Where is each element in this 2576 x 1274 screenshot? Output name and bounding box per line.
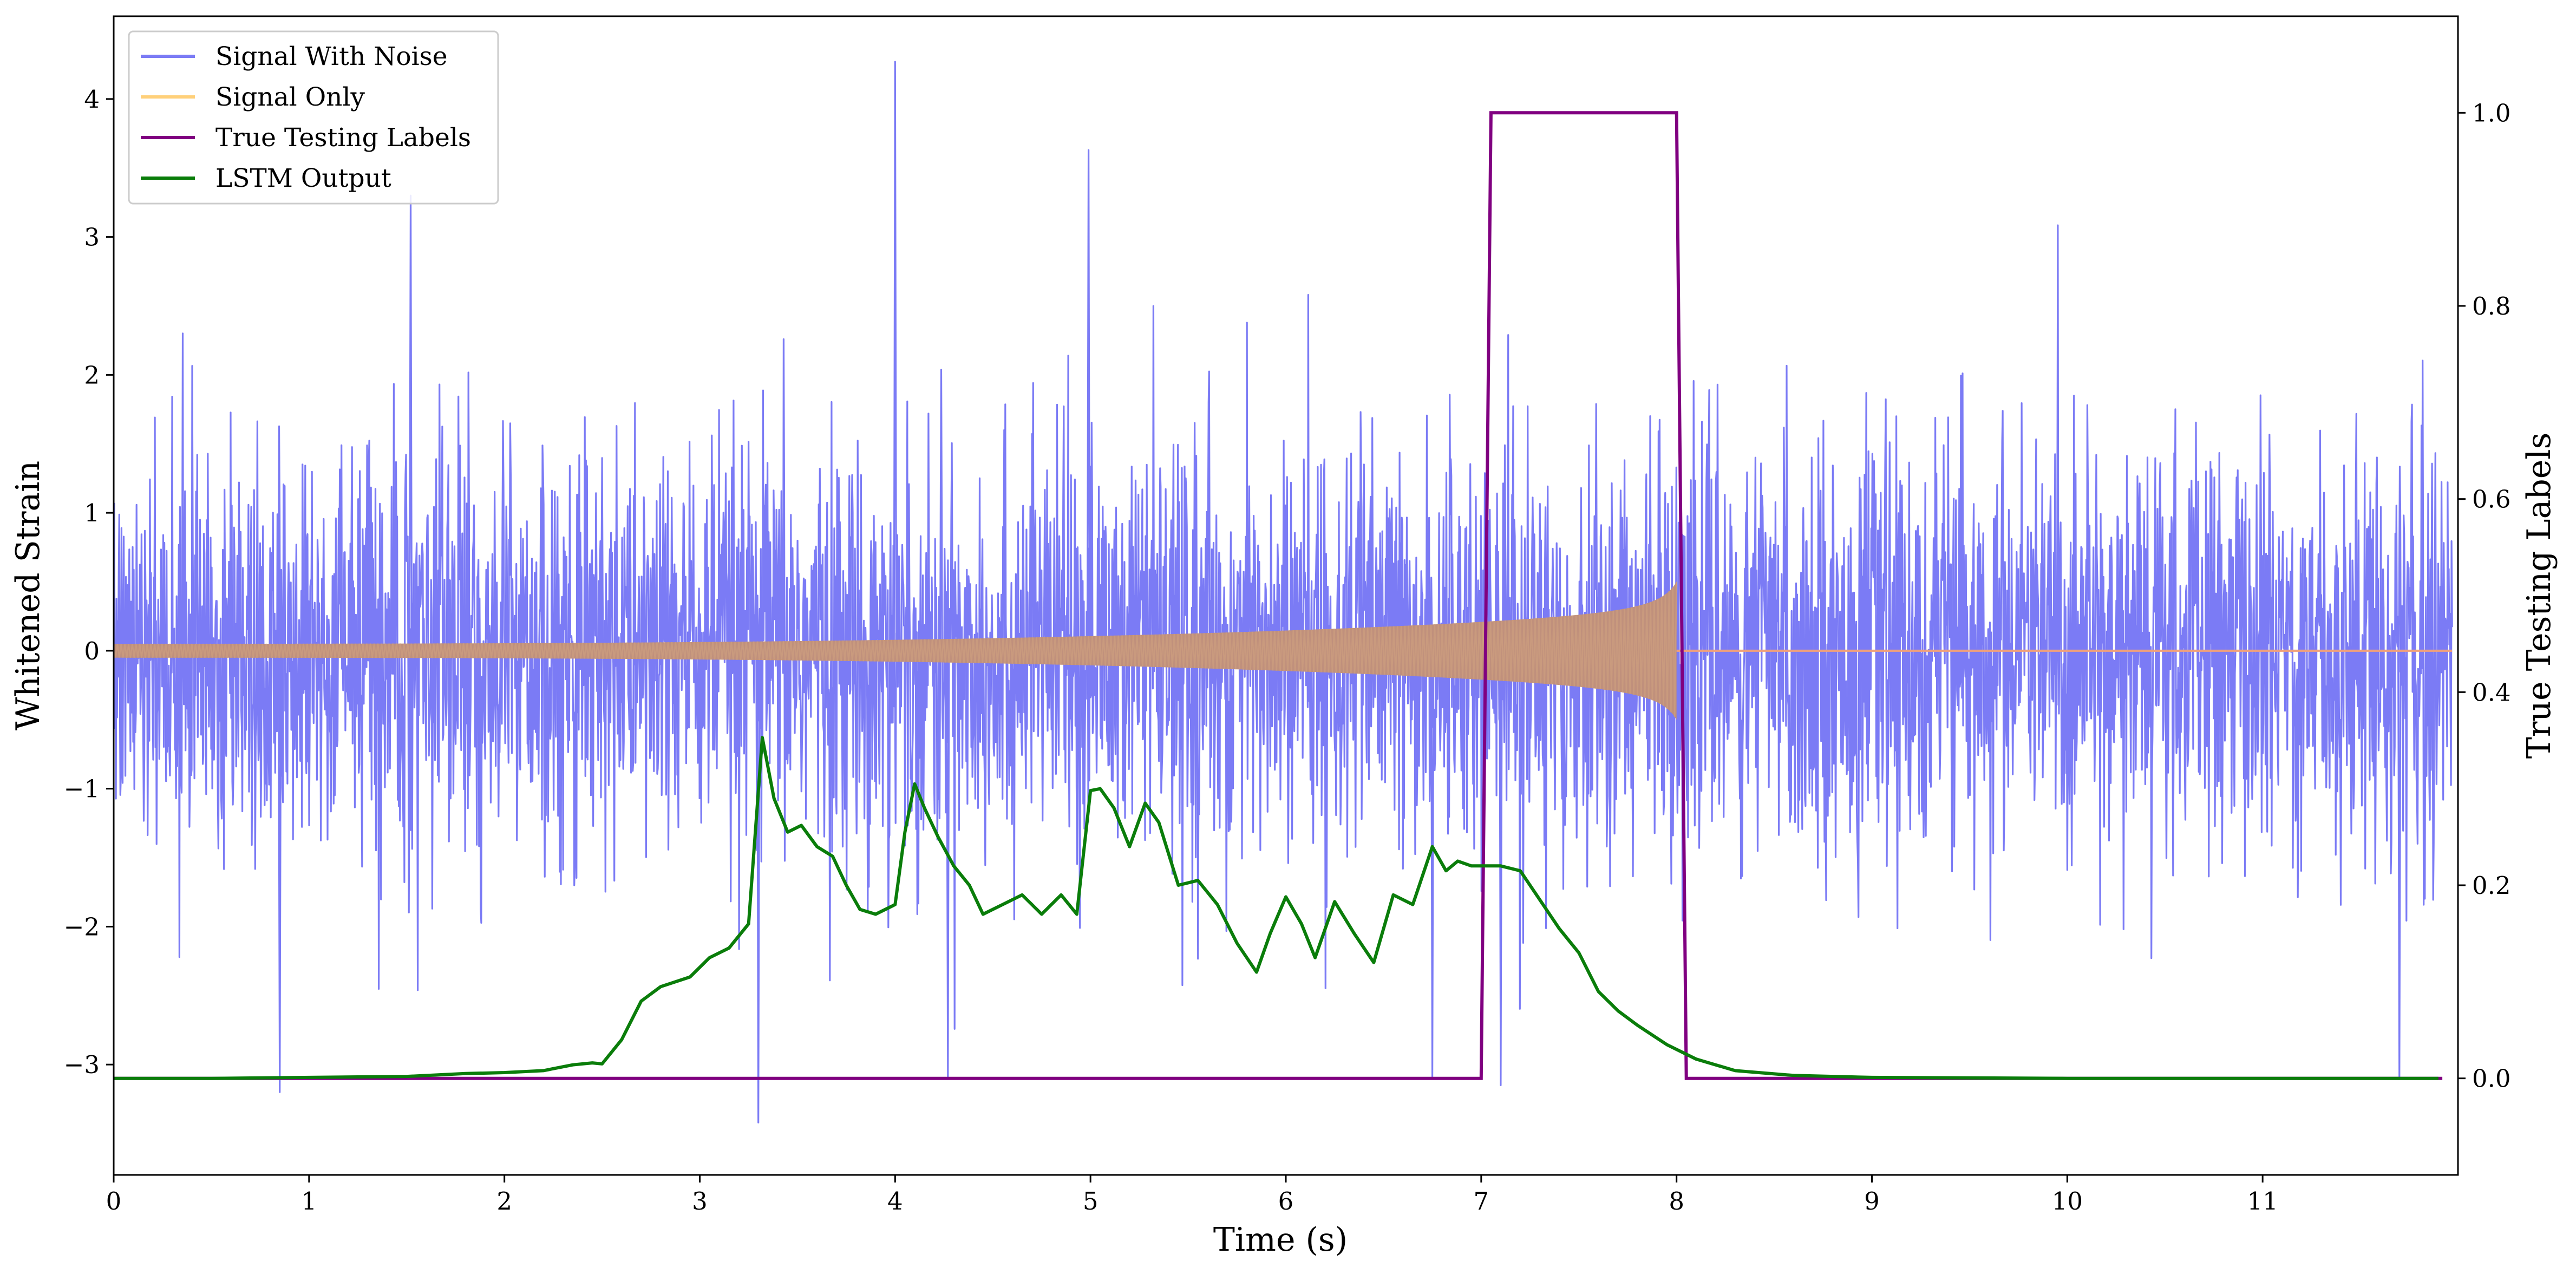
y-left-tick-label: 3: [84, 223, 100, 252]
y-right-tick-label: 0.0: [2472, 1064, 2511, 1093]
y-left-tick-label: −1: [64, 775, 100, 803]
y-right-tick-label: 1.0: [2472, 99, 2511, 127]
series-lstm-output: [114, 736, 2438, 1080]
series-signal-only-oscillation: [114, 582, 1677, 717]
x-tick-label: 0: [106, 1187, 122, 1216]
x-tick-label: 1: [302, 1187, 317, 1216]
plot-area: [114, 61, 2453, 1123]
x-axis-title: Time (s): [1213, 1221, 1348, 1259]
x-tick-label: 8: [1669, 1187, 1684, 1216]
y-left-tick-label: 1: [84, 499, 100, 527]
x-tick-label: 11: [2247, 1187, 2278, 1216]
y-axis-left-title: Whitened Strain: [9, 461, 47, 730]
y-left-tick-label: 4: [84, 85, 100, 114]
x-tick-label: 9: [1864, 1187, 1880, 1216]
y-axis-right-title: True Testing Labels: [2520, 433, 2558, 759]
legend-label: Signal With Noise: [215, 42, 448, 71]
y-left-tick-label: −2: [64, 912, 100, 941]
series-true-testing-labels: [114, 111, 2443, 1080]
axes: 0 1 2 3 4 5 6 7 8 9 10 11 −3 −2 −1 0 1 2 3 4 0.0 0.2 0.4 0.6 0.8…: [64, 85, 2511, 1216]
y-left-tick-label: −3: [64, 1050, 100, 1079]
y-left-tick-label: 2: [84, 361, 100, 389]
y-right-tick-label: 0.8: [2472, 292, 2511, 321]
legend: Signal With Noise Signal Only True Testing…: [128, 30, 499, 205]
legend-box: [128, 30, 499, 205]
x-tick-label: 10: [2052, 1187, 2083, 1216]
x-tick-label: 2: [496, 1187, 512, 1216]
y-left-tick-label: 0: [84, 637, 100, 665]
legend-label: True Testing Labels: [215, 123, 471, 153]
y-right-tick-label: 0.4: [2472, 678, 2511, 707]
x-tick-label: 5: [1083, 1187, 1099, 1216]
series-signal-only-envelope: [114, 582, 1677, 720]
x-tick-label: 3: [692, 1187, 708, 1216]
x-tick-label: 6: [1278, 1187, 1294, 1216]
y-right-tick-label: 0.6: [2472, 485, 2511, 514]
y-right-tick-label: 0.2: [2472, 871, 2511, 900]
x-tick-label: 4: [887, 1187, 903, 1216]
x-tick-label: 7: [1474, 1187, 1489, 1216]
legend-label: Signal Only: [215, 82, 365, 112]
legend-label: LSTM Output: [215, 164, 391, 193]
